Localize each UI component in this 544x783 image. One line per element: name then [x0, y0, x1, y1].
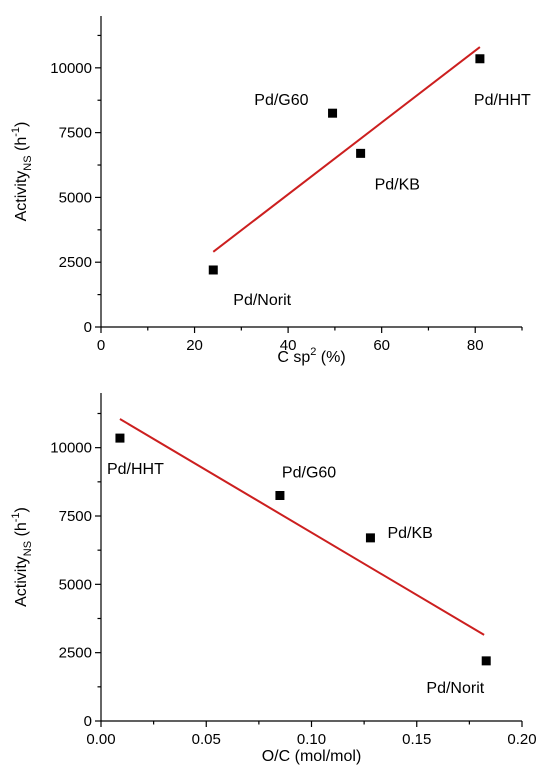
data-point: [365, 533, 375, 543]
point-label: Pd/HHT: [107, 461, 164, 478]
x-tick-label: 0.15: [402, 731, 431, 748]
y-tick-label: 7500: [59, 125, 92, 142]
y-axis-title: ActivityNS (h-1): [10, 122, 34, 222]
point-label: Pd/KB: [387, 525, 432, 542]
point-label: Pd/Norit: [426, 680, 484, 697]
x-tick-label: 60: [373, 337, 390, 354]
point-label: Pd/HHT: [474, 92, 531, 109]
x-tick-label: 40: [280, 337, 297, 354]
fit-line: [212, 46, 481, 253]
y-tick-label: 7500: [59, 508, 92, 525]
point-label: Pd/KB: [375, 176, 420, 193]
x-axis-title: O/C (mol/mol): [262, 748, 362, 765]
data-point: [275, 491, 285, 500]
y-tick-label: 2500: [59, 645, 92, 662]
x-tick-label: 80: [467, 337, 484, 354]
point-label: Pd/G60: [254, 92, 308, 109]
y-tick-label: 5000: [59, 576, 92, 593]
y-tick-label: 0: [84, 713, 92, 730]
x-tick-label: 0.05: [192, 731, 221, 748]
y-axis-title: ActivityNS (h-1): [10, 507, 34, 607]
point-label: Pd/G60: [282, 465, 336, 482]
y-tick-label: 2500: [59, 254, 92, 271]
data-point: [356, 148, 366, 158]
data-point: [475, 54, 485, 64]
y-tick-label: 0: [84, 319, 92, 336]
data-point: [328, 108, 338, 118]
data-point: [481, 656, 491, 666]
fit-line: [119, 418, 485, 636]
y-tick-label: 5000: [59, 189, 92, 206]
x-tick-label: 0.10: [297, 731, 326, 748]
y-tick-label: 10000: [50, 60, 92, 77]
data-point: [208, 265, 218, 275]
x-tick-label: 0.20: [507, 731, 536, 748]
point-label: Pd/Norit: [233, 292, 291, 309]
chart-2: 0.00 0.05 0.10 0.15 0.20 0 2500 5000 7500 10000 Pd…: [10, 393, 537, 765]
y-tick-label: 10000: [50, 440, 92, 457]
x-tick-label: 20: [186, 337, 203, 354]
chart-1: 0 20 40 60 80 0 2500 5000 7500 10000 Pd/Norit Pd/G6…: [10, 16, 531, 366]
data-point: [115, 433, 125, 443]
x-tick-label: 0.00: [86, 731, 115, 748]
x-tick-label: 0: [97, 337, 105, 354]
x-axis-title: C sp2 (%): [277, 346, 345, 366]
